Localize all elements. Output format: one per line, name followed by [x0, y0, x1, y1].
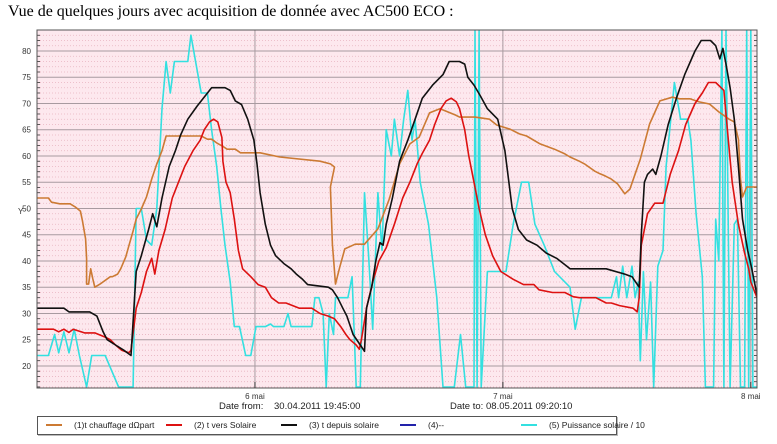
legend-swatch-3 [281, 424, 297, 426]
series-line-5 [37, 30, 757, 388]
date-from-value: 30.04.2011 19:45:00 [274, 401, 361, 412]
series-layer [37, 30, 757, 388]
y-tick-label: 30 [22, 309, 31, 318]
date-to-label: Date to: [450, 401, 484, 412]
y-tick-label: 70 [22, 99, 31, 108]
y-tick-label: 20 [22, 362, 31, 371]
page-title: Vue de quelques jours avec acquisition d… [8, 3, 454, 20]
y-tick-label: 80 [22, 47, 31, 56]
y-tick-label: 35 [22, 283, 31, 292]
legend-item-3: (3) t depuis solaire [281, 420, 379, 430]
y-tick-label: 65 [22, 126, 31, 135]
legend-item-5: (5) Puissance solaire / 10 [521, 420, 645, 430]
y-tick-label: 55 [22, 178, 31, 187]
date-to-value: 08.05.2011 09:20:10 [486, 401, 573, 412]
series-line-1 [37, 96, 757, 288]
legend-label-4: (4)-- [428, 420, 445, 430]
y-tick-label: 45 [22, 231, 31, 240]
x-axis-ticks: 6 mai 7 mai 8 mai [245, 382, 761, 401]
y-tick-label: 25 [22, 336, 31, 345]
legend-label-1: (1)t chauffage dΩpart [74, 420, 155, 430]
x-tick-label: 6 mai [245, 392, 265, 401]
legend-label-5: (5) Puissance solaire / 10 [549, 420, 645, 430]
legend-swatch-4 [400, 424, 416, 426]
legend-item-4: (4)-- [400, 420, 444, 430]
y-tick-label: 50 [22, 204, 31, 213]
plot-frame [36, 29, 758, 389]
legend-swatch-5 [521, 424, 537, 426]
date-from-label: Date from: [219, 401, 264, 412]
series-line-3 [37, 39, 757, 357]
legend-label-3: (3) t depuis solaire [309, 420, 379, 430]
y-tick-label: 40 [22, 257, 31, 266]
x-tick-label: 8 mai [741, 392, 761, 401]
legend-item-2: (2) t vers Solaire [166, 420, 256, 430]
legend-swatch-1 [46, 424, 62, 426]
x-tick-label: 7 mai [493, 392, 513, 401]
legend-item-1: (1)t chauffage dΩpart [46, 420, 154, 430]
legend-swatch-2 [166, 424, 182, 426]
chart-legend: (1)t chauffage dΩpart (2) t vers Solaire… [37, 416, 645, 435]
y-tick-label: 75 [22, 73, 31, 82]
legend-label-2: (2) t vers Solaire [194, 420, 257, 430]
series-line-2 [37, 81, 757, 354]
y-tick-label: 60 [22, 152, 31, 161]
y-axis-label: Y [18, 207, 24, 216]
